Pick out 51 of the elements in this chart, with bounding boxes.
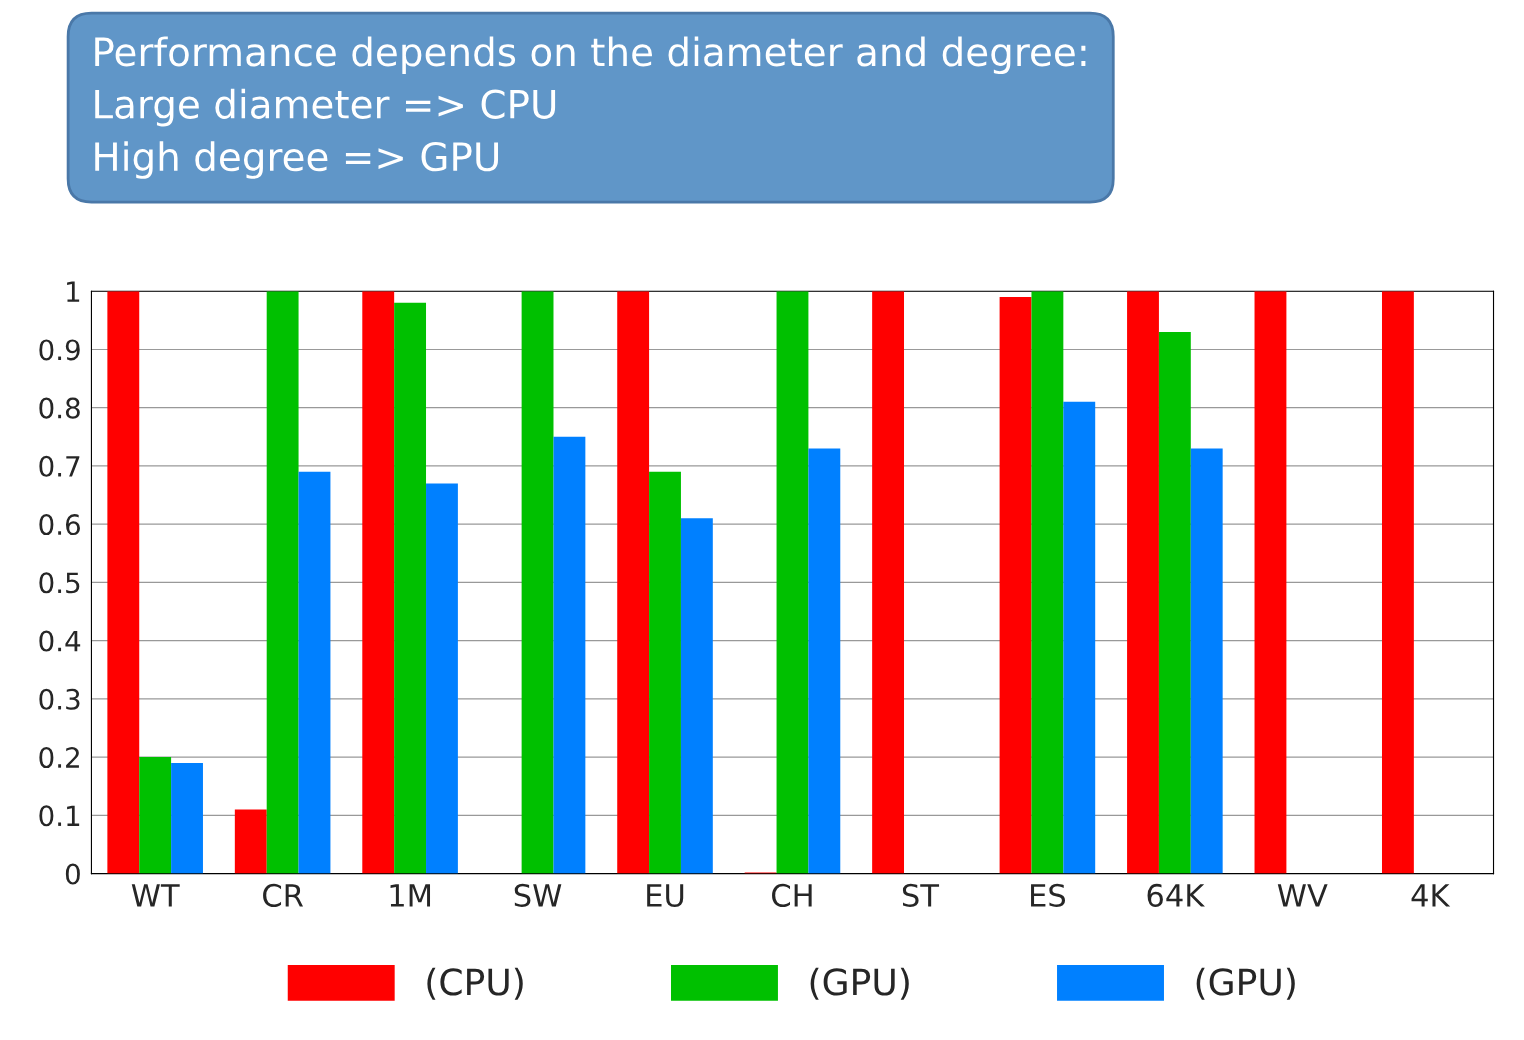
y-tick-label: 0.9	[39, 339, 80, 361]
x-tick-label: 4K	[1411, 884, 1451, 907]
bar	[1063, 401, 1096, 874]
bar	[776, 291, 809, 874]
legend-label: (CPU)	[427, 967, 523, 1000]
bar	[553, 436, 586, 874]
x-tick-label: ST	[902, 883, 940, 907]
legend-label: (GPU)	[810, 967, 909, 1000]
bar	[266, 291, 299, 874]
y-tick-label: 0.7	[39, 455, 80, 477]
x-tick-label: ES	[1031, 883, 1066, 907]
bar	[1158, 331, 1191, 874]
bar	[521, 291, 554, 874]
y-tick-label: 0.6	[39, 514, 80, 536]
bar	[999, 297, 1032, 874]
bar	[872, 291, 905, 874]
bar	[1031, 291, 1064, 874]
x-tick-label: WV	[1277, 884, 1328, 907]
bar	[234, 809, 267, 874]
x-tick-label: CR	[263, 883, 304, 907]
bar	[1381, 291, 1414, 874]
y-tick-label: 0	[65, 863, 80, 885]
text: Performance depends on the diameter and degree: Large diameter => CPU High degree => GPU	[95, 36, 1086, 179]
y-tick-label: 0.3	[39, 688, 80, 710]
bar	[362, 291, 395, 874]
bar	[1127, 291, 1159, 874]
legend-label: (GPU)	[1196, 967, 1295, 1000]
bar	[617, 291, 650, 874]
bar	[649, 471, 681, 874]
bar	[426, 483, 458, 874]
x-tick-label: WT	[131, 884, 180, 907]
y-tick-label: 0.4	[39, 630, 81, 652]
bar	[139, 757, 172, 874]
bar	[1254, 291, 1287, 874]
bar	[298, 471, 331, 874]
bar	[394, 302, 427, 874]
y-tick-label: 0.1	[39, 805, 80, 827]
x-tick-label: CH	[772, 883, 812, 907]
bar	[808, 448, 841, 874]
y-tick-label: 0.5	[39, 572, 80, 594]
x-tick-label: 64K	[1147, 883, 1205, 907]
bar	[680, 518, 713, 874]
y-tick-label: 0.2	[39, 747, 79, 769]
y-tick-label: 0.8	[39, 397, 80, 419]
x-tick-label: 1M	[390, 884, 431, 907]
bar	[107, 291, 140, 874]
x-tick-label: EU	[647, 884, 684, 907]
bar	[171, 762, 203, 874]
y-tick-label: 1	[67, 281, 80, 302]
x-tick-label: SW	[514, 883, 562, 907]
bar	[1190, 448, 1223, 874]
